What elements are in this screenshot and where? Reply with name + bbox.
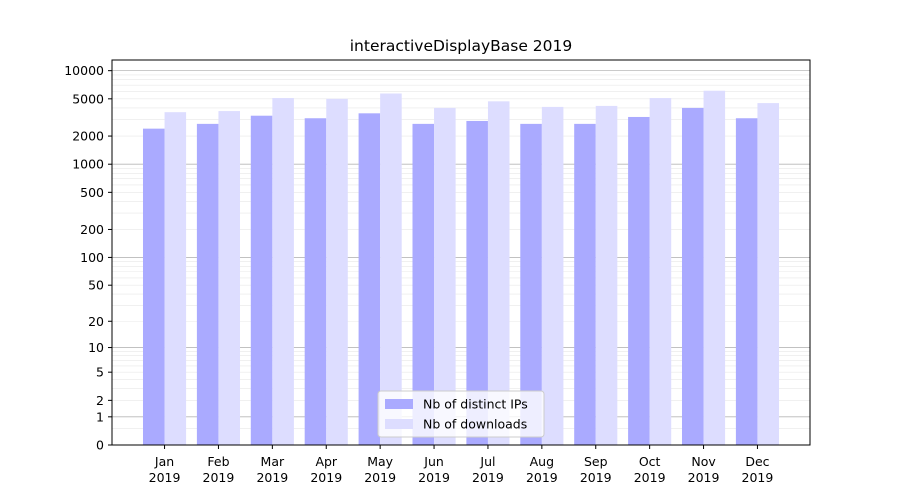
- y-tick-label: 2: [96, 393, 104, 408]
- legend-label: Nb of distinct IPs: [423, 397, 528, 412]
- x-tick-label-month: Jul: [479, 454, 495, 469]
- plot-frame: [111, 59, 811, 446]
- bar-nb-of-distinct-ips-feb: [196, 123, 219, 446]
- chart-title: interactiveDisplayBase 2019: [350, 37, 572, 55]
- y-tick-label: 2000: [72, 129, 104, 144]
- legend-swatch: [385, 399, 413, 409]
- legend-swatch: [385, 419, 413, 429]
- x-tick-label-month: Dec: [745, 454, 769, 469]
- x-tick-label-month: Jun: [423, 454, 444, 469]
- x-tick-label-month: Oct: [639, 454, 661, 469]
- x-tick-label-month: Apr: [315, 454, 337, 469]
- y-tick-label: 10: [88, 340, 104, 355]
- x-tick-label-year: 2019: [149, 470, 181, 485]
- bar-nb-of-downloads-oct: [649, 98, 672, 446]
- x-tick-label-year: 2019: [472, 470, 504, 485]
- axes-layer: 012510205010020050010002000500010000Jan2…: [64, 59, 811, 485]
- y-tick-label: 200: [80, 222, 104, 237]
- x-tick-label-month: Mar: [261, 454, 285, 469]
- bar-nb-of-downloads-feb: [218, 111, 241, 445]
- y-tick-label: 1000: [72, 157, 104, 172]
- bar-nb-of-distinct-ips-nov: [681, 107, 704, 446]
- bar-nb-of-distinct-ips-mar: [250, 115, 273, 446]
- bars-layer: [142, 90, 780, 446]
- x-tick-label-month: Aug: [530, 454, 554, 469]
- x-tick-label-year: 2019: [418, 470, 450, 485]
- x-tick-label-year: 2019: [364, 470, 396, 485]
- legend-label: Nb of downloads: [423, 417, 527, 432]
- y-tick-label: 10000: [64, 63, 104, 78]
- y-tick-label: 500: [80, 185, 104, 200]
- bar-nb-of-distinct-ips-jun: [412, 123, 435, 446]
- x-tick-label-month: Feb: [207, 454, 229, 469]
- bar-nb-of-downloads-jun: [434, 107, 456, 446]
- legend: Nb of distinct IPs Nb of downloads: [377, 390, 545, 438]
- x-tick-label-month: Nov: [691, 454, 716, 469]
- x-tick-label-month: Sep: [584, 454, 608, 469]
- x-tick-label-year: 2019: [526, 470, 558, 485]
- x-tick-label-year: 2019: [634, 470, 666, 485]
- bar-nb-of-distinct-ips-jul: [466, 120, 488, 446]
- bar-nb-of-distinct-ips-oct: [628, 116, 650, 446]
- bar-nb-of-distinct-ips-may: [358, 113, 381, 445]
- bar-nb-of-distinct-ips-apr: [304, 118, 327, 445]
- x-tick-label-year: 2019: [203, 470, 235, 485]
- x-tick-label-year: 2019: [688, 470, 720, 485]
- y-tick-label: 0: [96, 438, 104, 453]
- legend-box: [377, 390, 545, 438]
- x-tick-label-year: 2019: [742, 470, 774, 485]
- bar-nb-of-downloads-apr: [326, 98, 348, 445]
- x-tick-label-month: Jan: [154, 454, 174, 469]
- bar-nb-of-downloads-aug: [541, 106, 564, 445]
- y-tick-label: 100: [80, 250, 104, 265]
- bar-nb-of-downloads-may: [380, 93, 402, 445]
- x-tick-label-year: 2019: [256, 470, 288, 485]
- bar-nb-of-downloads-nov: [703, 90, 726, 445]
- bar-nb-of-downloads-mar: [272, 98, 294, 446]
- y-tick-label: 5000: [72, 91, 104, 106]
- y-tick-label: 20: [88, 314, 104, 329]
- x-tick-label-year: 2019: [310, 470, 342, 485]
- bar-nb-of-downloads-sep: [595, 105, 618, 445]
- bar-nb-of-distinct-ips-dec: [735, 118, 758, 445]
- y-tick-label: 5: [96, 365, 104, 380]
- y-tick-label: 1: [96, 409, 104, 424]
- x-tick-label-month: May: [367, 454, 393, 469]
- x-tick-label-year: 2019: [580, 470, 612, 485]
- bar-nb-of-distinct-ips-sep: [574, 123, 596, 446]
- bar-nb-of-downloads-jul: [487, 101, 510, 445]
- bar-nb-of-downloads-jan: [164, 112, 187, 446]
- bar-nb-of-distinct-ips-jan: [142, 128, 165, 445]
- bar-nb-of-downloads-dec: [757, 103, 780, 446]
- bar-nb-of-distinct-ips-aug: [520, 123, 542, 446]
- y-tick-label: 50: [88, 278, 104, 293]
